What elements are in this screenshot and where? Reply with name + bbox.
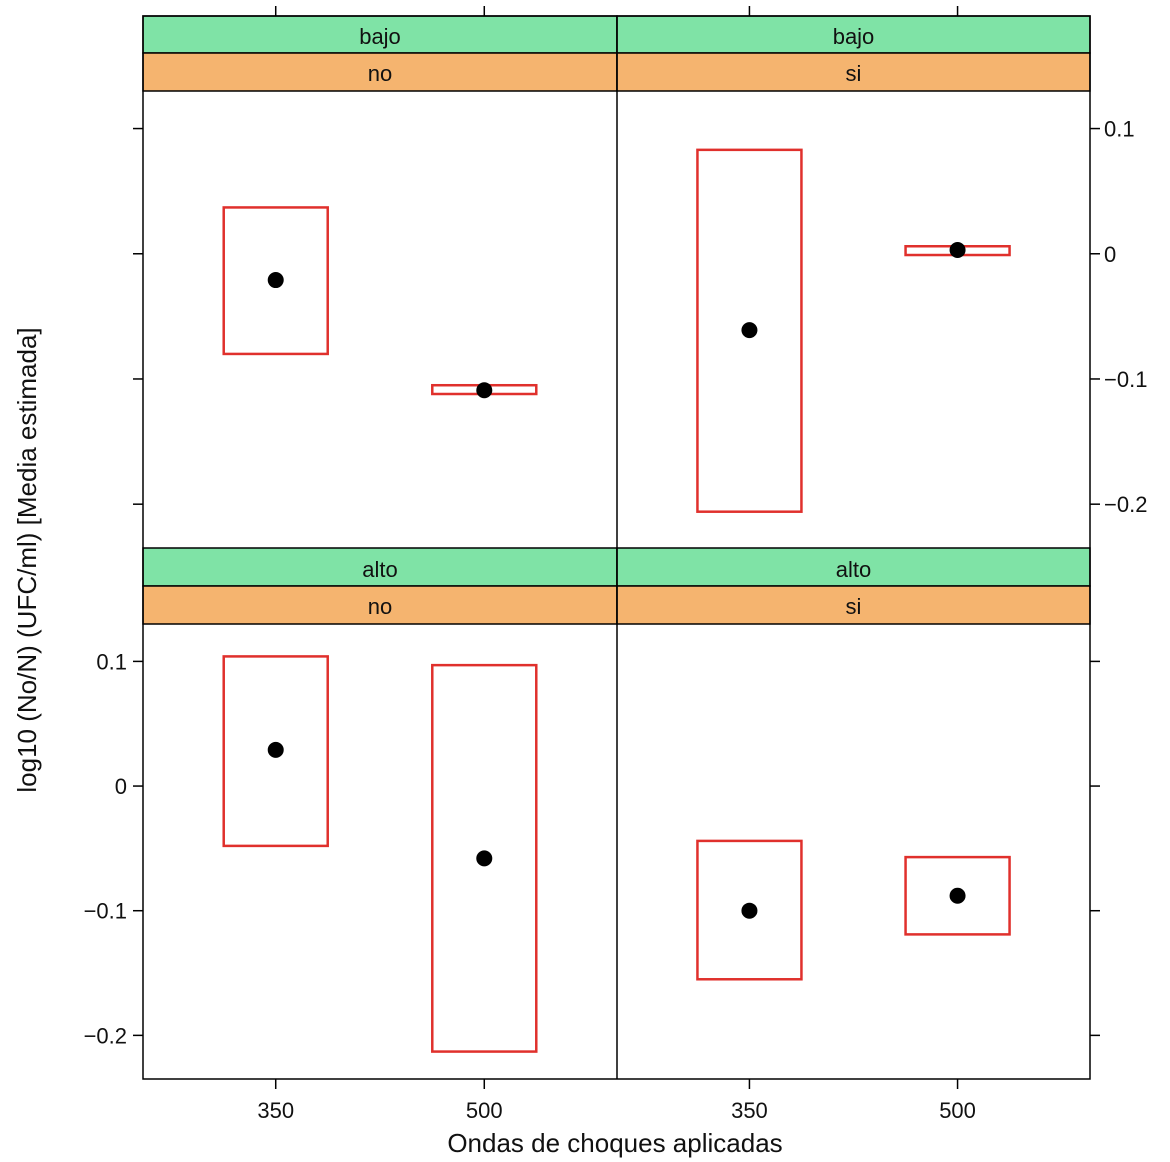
strip-bottom-label: si — [846, 594, 862, 619]
interval-box — [696, 148, 803, 513]
strip-top-bg — [142, 547, 618, 587]
mean-point — [476, 382, 493, 399]
strip-bottom-bg — [142, 585, 618, 625]
strip-bottom-label: no — [368, 594, 392, 619]
mean-point — [949, 242, 966, 259]
panel-alto-si: alto si — [616, 547, 1091, 981]
y-tick-label-left: −0.2 — [84, 1023, 127, 1048]
x-tick-label: 500 — [466, 1098, 503, 1123]
y-tick-label-right: 0 — [1104, 242, 1116, 267]
mean-point — [267, 741, 284, 758]
y-tick-label-left: 0 — [115, 774, 127, 799]
y-tick-label-left: 0.1 — [96, 649, 127, 674]
x-tick-label: 350 — [731, 1098, 768, 1123]
strip-top-bg — [142, 15, 618, 54]
interval-box — [222, 655, 329, 848]
interval-box — [904, 855, 1011, 936]
panel-bajo-no: bajo no — [142, 15, 618, 399]
mean-point — [741, 902, 758, 919]
panel-bajo-si: bajo si — [616, 15, 1091, 513]
mean-point — [741, 322, 758, 339]
y-axis-title: log10 (No/N) (UFC/ml) [Media estimada] — [12, 327, 42, 792]
panel-alto-no: alto no — [142, 547, 618, 1053]
axes-layer: 0.1 0.1 0 0 −0.1 −0.1 −0.2 −0.2 350 500 350 500 — [84, 6, 1147, 1123]
mean-point — [267, 272, 284, 289]
x-tick-label: 500 — [939, 1098, 976, 1123]
interval-box — [222, 206, 329, 356]
strip-bottom-bg — [616, 52, 1091, 92]
x-axis-title: Ondas de choques aplicadas — [447, 1128, 782, 1158]
y-tick-label-right: 0.1 — [1104, 117, 1135, 142]
panels-layer: bajo no bajo si alto no alto si — [142, 15, 1091, 1053]
strip-top-label: alto — [362, 557, 397, 582]
interval-box — [431, 663, 538, 1053]
strip-top-label: bajo — [359, 24, 401, 49]
y-tick-label-right: −0.1 — [1104, 367, 1147, 392]
y-tick-label-right: −0.2 — [1104, 492, 1147, 517]
x-tick-label: 350 — [257, 1098, 294, 1123]
strip-bottom-label: no — [368, 61, 392, 86]
strip-bottom-label: si — [846, 61, 862, 86]
y-tick-label-left: −0.1 — [84, 899, 127, 924]
strip-top-label: bajo — [833, 24, 875, 49]
strip-bottom-bg — [142, 52, 618, 92]
mean-point — [476, 850, 493, 867]
mean-point — [949, 887, 966, 904]
interval-box — [696, 839, 803, 981]
strip-top-label: alto — [836, 557, 871, 582]
